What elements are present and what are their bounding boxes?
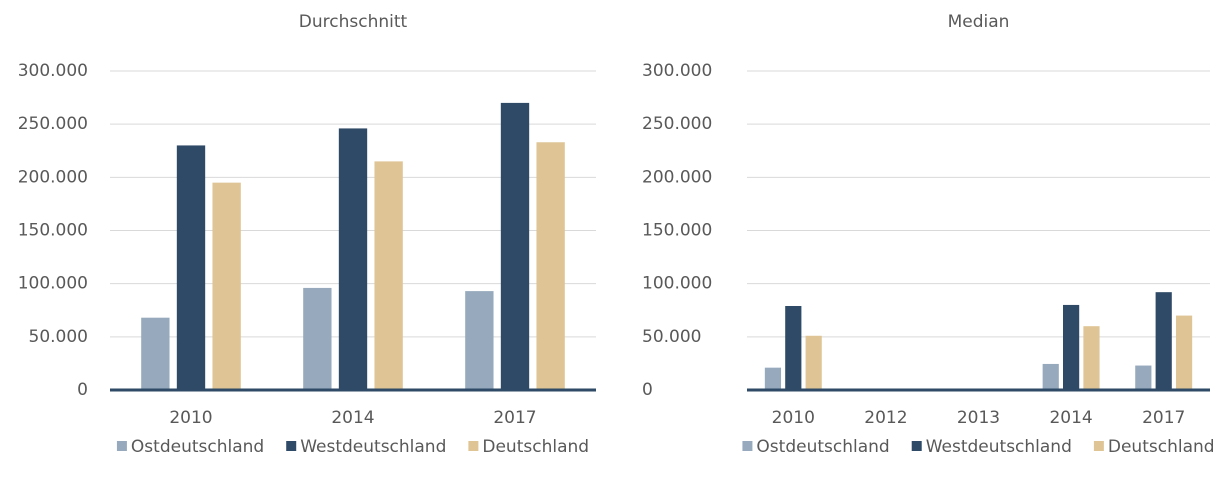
bar [141, 317, 170, 390]
y-tick-label: 300.000 [642, 61, 712, 81]
legend-swatch [286, 441, 297, 451]
bar [1155, 292, 1172, 390]
bar [338, 128, 368, 391]
legend-swatch [742, 441, 753, 451]
legend-swatch [911, 441, 922, 451]
bar [465, 291, 494, 390]
x-tick-label: 2013 [957, 408, 1000, 428]
y-tick-label: 50.000 [29, 327, 88, 347]
bar [176, 145, 206, 390]
bar [212, 182, 241, 390]
x-tick-label: 2014 [1049, 408, 1092, 428]
y-tick-label: 200.000 [642, 167, 712, 187]
legend-label: Westdeutschland [300, 437, 446, 457]
x-tick-label: 2017 [1142, 408, 1185, 428]
bar [1062, 304, 1080, 390]
y-tick-label: 150.000 [642, 221, 712, 241]
y-tick-label: 0 [642, 380, 653, 400]
bar [303, 287, 332, 390]
bar [764, 367, 782, 390]
bar [805, 335, 822, 390]
chart-title: Median [948, 12, 1010, 32]
y-tick-label: 100.000 [18, 274, 88, 294]
legend-label: Deutschland [1108, 437, 1215, 457]
x-tick-label: 2014 [331, 408, 374, 428]
legend-swatch [1093, 441, 1104, 451]
legend-label: Ostdeutschland [756, 437, 889, 457]
x-tick-label: 2010 [169, 408, 212, 428]
x-tick-label: 2010 [772, 408, 815, 428]
y-tick-label: 200.000 [18, 167, 88, 187]
y-tick-label: 100.000 [642, 274, 712, 294]
bar [500, 102, 530, 391]
y-tick-label: 250.000 [18, 114, 88, 134]
bar [785, 305, 802, 390]
chart-title: Durchschnitt [299, 12, 408, 32]
bar [1135, 365, 1152, 390]
x-tick-label: 2017 [493, 408, 536, 428]
legend-label: Ostdeutschland [131, 437, 264, 457]
y-tick-label: 250.000 [642, 114, 712, 134]
bar [1042, 363, 1059, 390]
y-tick-label: 150.000 [18, 221, 88, 241]
y-tick-label: 300.000 [18, 61, 88, 81]
bar [536, 142, 565, 390]
y-tick-label: 0 [77, 380, 88, 400]
legend-swatch [468, 441, 479, 451]
bar [1083, 326, 1100, 390]
bar [1175, 315, 1193, 390]
legend-label: Westdeutschland [926, 437, 1072, 457]
legend-swatch [116, 441, 127, 451]
bar [374, 161, 403, 390]
x-tick-label: 2012 [864, 408, 907, 428]
legend-label: Deutschland [482, 437, 589, 457]
y-tick-label: 50.000 [642, 327, 701, 347]
